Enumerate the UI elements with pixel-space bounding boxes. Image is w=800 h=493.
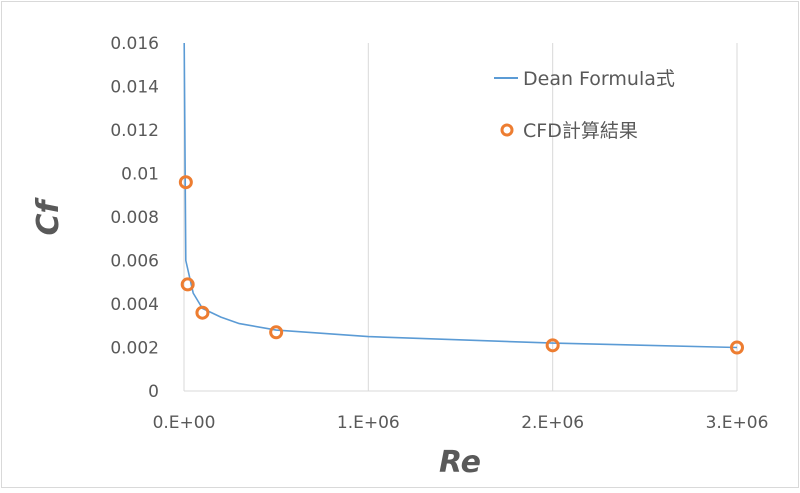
cfd-point-2 [195,305,210,320]
y-tick-label-6: 0.012 [110,121,159,141]
legend-marker-swatch [500,123,514,137]
cfd-point-1 [180,277,195,292]
y-tick-label-3: 0.006 [110,252,159,272]
y-axis-title: Cf [31,197,66,236]
y-tick-label-4: 0.008 [110,208,159,228]
cfd-point-0 [178,175,193,190]
x-tick-label-3: 3.E+06 [706,413,769,433]
x-tick-label-0: 0.E+00 [153,413,216,433]
cfd-point-5 [730,340,744,355]
legend-label-cfd-result: CFD計算結果 [523,120,638,142]
y-tick-label-2: 0.004 [110,295,159,315]
legend: Dean Formula式 CFD計算結果 [494,68,675,142]
dean-formula-line [183,42,738,349]
series-layer [178,42,744,355]
y-tick-label-0: 0 [148,382,159,402]
x-tick-label-2: 2.E+06 [521,413,584,433]
y-tick-label-7: 0.014 [110,78,159,98]
x-tick-label-1: 1.E+06 [337,413,400,433]
cfd-point-3 [269,325,284,340]
y-tick-label-1: 0.002 [110,339,159,359]
legend-label-dean-formula: Dean Formula式 [523,68,675,90]
y-tick-label-8: 0.016 [110,34,159,54]
x-axis-title: Re [439,445,481,480]
tick-label-layer: 0.E+00 1.E+06 2.E+06 3.E+06 0 0.002 0.004 0.006… [110,34,768,433]
cfd-point-4 [545,338,560,353]
y-tick-label-5: 0.01 [121,165,159,185]
grid-layer [367,43,738,391]
